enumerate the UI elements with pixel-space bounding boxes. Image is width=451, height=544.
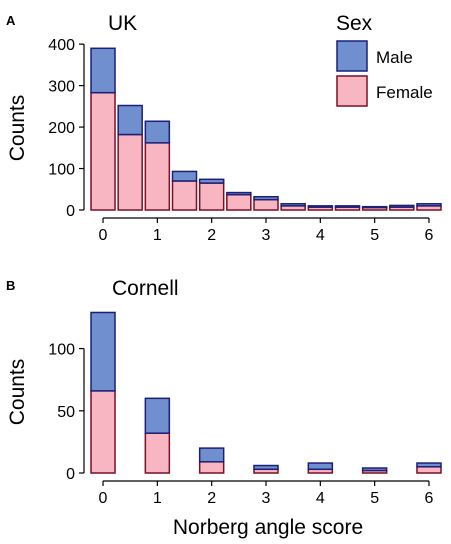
x-tick-label: 0: [99, 227, 108, 244]
bar-male: [361, 205, 388, 209]
bar-male: [416, 203, 442, 207]
bar-female: [198, 461, 225, 474]
bar-male: [389, 204, 415, 208]
y-tick-label: 100: [48, 162, 75, 179]
bar-male: [361, 467, 388, 472]
y-tick-label: 200: [48, 120, 75, 137]
panel-uk: A UK Counts 0 100 200 300 400 0 1 2 3 4 5 6 Sex Ma…: [6, 12, 442, 244]
legend-swatch-male: [336, 40, 368, 72]
x-tick-label: 6: [425, 227, 434, 244]
bar-male: [307, 205, 334, 208]
panel-title-uk: UK: [108, 12, 137, 35]
y-ticks-a: 0 100 200 300 400: [48, 37, 85, 220]
bar-male: [144, 120, 171, 144]
bar-female: [171, 180, 198, 211]
bar-male: [307, 462, 334, 471]
bar-female: [117, 133, 143, 211]
y-ticks-b: 0 50 100: [48, 342, 85, 483]
bar-male: [416, 462, 442, 468]
y-tick-label: 0: [66, 203, 75, 220]
y-tick-label: 50: [57, 404, 75, 421]
bar-female: [90, 390, 116, 474]
bar-male: [198, 447, 225, 463]
bars-b: [90, 311, 442, 474]
x-ticks-b: 0 1 2 3 4 5 6: [99, 480, 434, 507]
bar-male: [253, 195, 279, 201]
x-axis-title: Norberg angle score: [173, 516, 363, 539]
bar-male: [117, 104, 143, 136]
y-tick-label: 100: [48, 342, 75, 359]
bar-male: [171, 170, 198, 182]
x-tick-label: 2: [207, 490, 216, 507]
x-tick-label: 4: [316, 227, 325, 244]
y-axis-title-a: Counts: [6, 95, 29, 162]
panel-title-cornell: Cornell: [112, 277, 179, 300]
x-tick-label: 5: [370, 490, 379, 507]
panel-cornell: B Cornell Counts 0 50 100 0 1 2 3 4 5 6 Norberg …: [6, 277, 442, 539]
x-tick-label: 1: [153, 227, 162, 244]
bar-male: [144, 397, 171, 434]
legend-title: Sex: [336, 12, 373, 35]
x-tick-label: 0: [99, 490, 108, 507]
x-tick-label: 4: [316, 490, 325, 507]
y-tick-label: 0: [66, 466, 75, 483]
legend-label-female: Female: [376, 83, 433, 102]
x-ticks-a: 0 1 2 3 4 5 6: [99, 217, 434, 244]
bar-male: [280, 203, 306, 207]
x-tick-label: 2: [207, 227, 216, 244]
x-tick-label: 3: [262, 490, 271, 507]
x-tick-label: 3: [262, 227, 271, 244]
panel-letter-a: A: [6, 13, 16, 28]
y-tick-label: 300: [48, 79, 75, 96]
bar-female: [90, 91, 116, 211]
bar-female: [253, 198, 279, 211]
bars-a: [90, 47, 442, 211]
bar-female: [144, 142, 171, 211]
bar-male: [334, 205, 361, 208]
bar-male: [253, 464, 279, 471]
bar-female: [416, 466, 442, 474]
legend-label-male: Male: [376, 48, 413, 67]
x-tick-label: 6: [425, 490, 434, 507]
bar-male: [90, 47, 116, 94]
bar-female: [226, 193, 252, 211]
y-axis-title-b: Counts: [6, 359, 29, 426]
bar-male: [226, 191, 252, 196]
x-tick-label: 5: [370, 227, 379, 244]
legend: Sex Male Female: [336, 12, 433, 107]
legend-swatch-female: [336, 75, 368, 107]
bar-female: [144, 432, 171, 474]
bar-male: [198, 178, 225, 184]
bar-male: [90, 311, 116, 392]
bar-female: [198, 182, 225, 211]
panel-letter-b: B: [6, 278, 15, 293]
y-tick-label: 400: [48, 37, 75, 54]
x-tick-label: 1: [153, 490, 162, 507]
